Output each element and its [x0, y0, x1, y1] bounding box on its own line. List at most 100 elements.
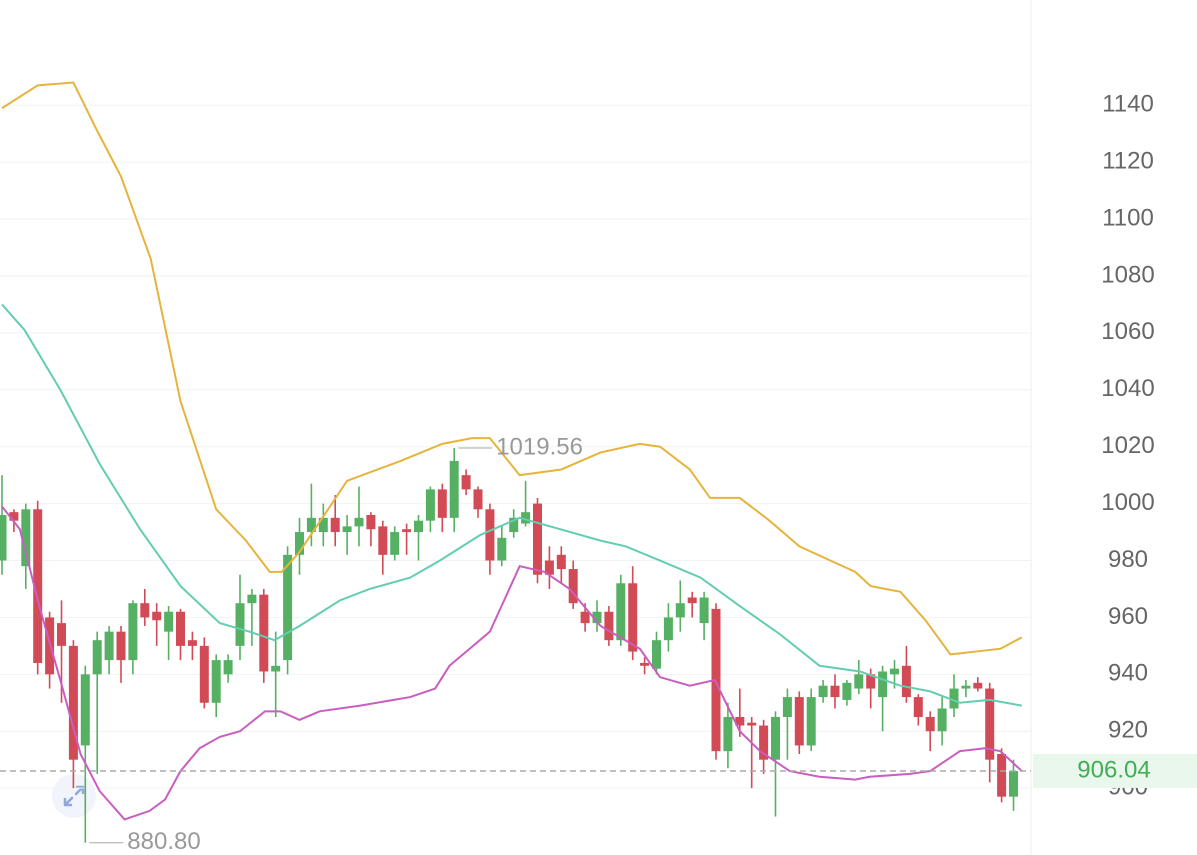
candle-body: [901, 665, 911, 698]
y-tick-label: 1080: [1101, 261, 1154, 288]
candle-body: [223, 660, 233, 675]
y-tick-label: 1000: [1101, 489, 1154, 516]
candle-body: [949, 688, 959, 709]
candle-body: [164, 611, 174, 632]
candle-body: [306, 517, 316, 533]
y-tick-label: 1100: [1102, 204, 1154, 231]
y-tick-label: 1120: [1102, 148, 1154, 175]
last-price-box: [1033, 753, 1197, 788]
candle-body: [57, 623, 66, 646]
candle-body: [235, 603, 245, 646]
candle-body: [592, 611, 602, 624]
candle-body: [1009, 770, 1018, 797]
candle-body: [402, 529, 412, 533]
y-tick-label: 1140: [1102, 91, 1154, 118]
candle-body: [771, 717, 780, 760]
candle-body: [890, 668, 899, 675]
candle-body: [830, 685, 840, 698]
candle-body: [247, 594, 257, 604]
icon-arrows: [63, 785, 85, 807]
candle-body: [878, 671, 888, 698]
candle-body: [675, 603, 685, 618]
candle-body: [366, 514, 376, 530]
candle-body: [794, 697, 804, 746]
candle-body: [33, 509, 43, 663]
candle-body: [342, 526, 352, 533]
candle-body: [9, 512, 19, 521]
annotation-label: 1019.56: [496, 433, 583, 460]
band-line: [1, 303, 1023, 707]
candle-body: [0, 514, 7, 561]
candle-body: [485, 509, 495, 561]
band-line: [1, 81, 1023, 656]
candle-body: [866, 674, 876, 689]
candle-body: [80, 674, 90, 746]
annotation-label: 880.80: [127, 828, 200, 855]
candle-body: [663, 617, 673, 641]
y-tick-label: 1040: [1101, 375, 1154, 402]
candle-body: [759, 725, 769, 760]
candle-body: [211, 660, 221, 703]
candle-body: [735, 717, 745, 726]
candle-body: [842, 682, 852, 700]
candle-body: [318, 517, 328, 533]
candle-body: [806, 697, 816, 746]
candle-body: [580, 611, 590, 624]
candle-body: [271, 665, 281, 672]
candle-body: [187, 640, 197, 646]
candle-body: [259, 594, 269, 672]
candle-body: [330, 517, 340, 533]
candle-body: [568, 569, 578, 604]
candle-body: [699, 597, 709, 624]
candle-body: [199, 645, 209, 703]
candle-body: [711, 608, 721, 752]
candle-body: [414, 520, 423, 533]
last-price-label: 906.04: [1077, 756, 1150, 783]
y-tick-label: 980: [1108, 546, 1148, 573]
candle-body: [616, 583, 626, 641]
y-tick-label: 920: [1108, 717, 1148, 744]
candle-body: [544, 560, 554, 575]
candle-body: [461, 475, 471, 490]
candle-body: [521, 512, 531, 524]
candle-body: [937, 708, 947, 732]
candle-body: [497, 537, 507, 561]
candle-body: [92, 640, 102, 675]
candle-body: [913, 697, 923, 718]
grid: [0, 104, 1031, 789]
candle-body: [628, 583, 638, 652]
candle-body: [21, 509, 31, 567]
candle-body: [378, 526, 388, 555]
candle-body: [640, 662, 650, 666]
candle-body: [128, 603, 138, 661]
candle-body: [449, 460, 459, 518]
candle-body: [295, 532, 304, 555]
y-tick-label: 940: [1108, 660, 1148, 687]
candle-body: [985, 688, 995, 760]
candle-body: [723, 717, 733, 752]
candle-body: [437, 489, 447, 518]
candle-body: [104, 631, 114, 661]
candle-body: [140, 603, 150, 618]
candle-body: [747, 722, 757, 726]
candle-body: [473, 489, 483, 510]
candle-body: [556, 554, 566, 570]
candle-body: [854, 674, 864, 689]
candle-body: [997, 753, 1007, 797]
candle-body: [973, 682, 983, 689]
candle-body: [925, 717, 935, 732]
candle-body: [176, 611, 185, 646]
candle-body: [509, 517, 519, 533]
y-tick-label: 1060: [1101, 318, 1154, 345]
candle-body: [283, 554, 293, 661]
candle-body: [961, 685, 971, 689]
candle-body: [782, 697, 792, 718]
y-tick-label: 1020: [1101, 432, 1154, 459]
candle-body: [652, 640, 661, 669]
band-line: [1, 505, 1023, 821]
candle-body: [425, 489, 435, 521]
candle-body: [116, 631, 126, 661]
candle-body: [818, 685, 828, 698]
y-tick-label: 960: [1108, 603, 1148, 630]
